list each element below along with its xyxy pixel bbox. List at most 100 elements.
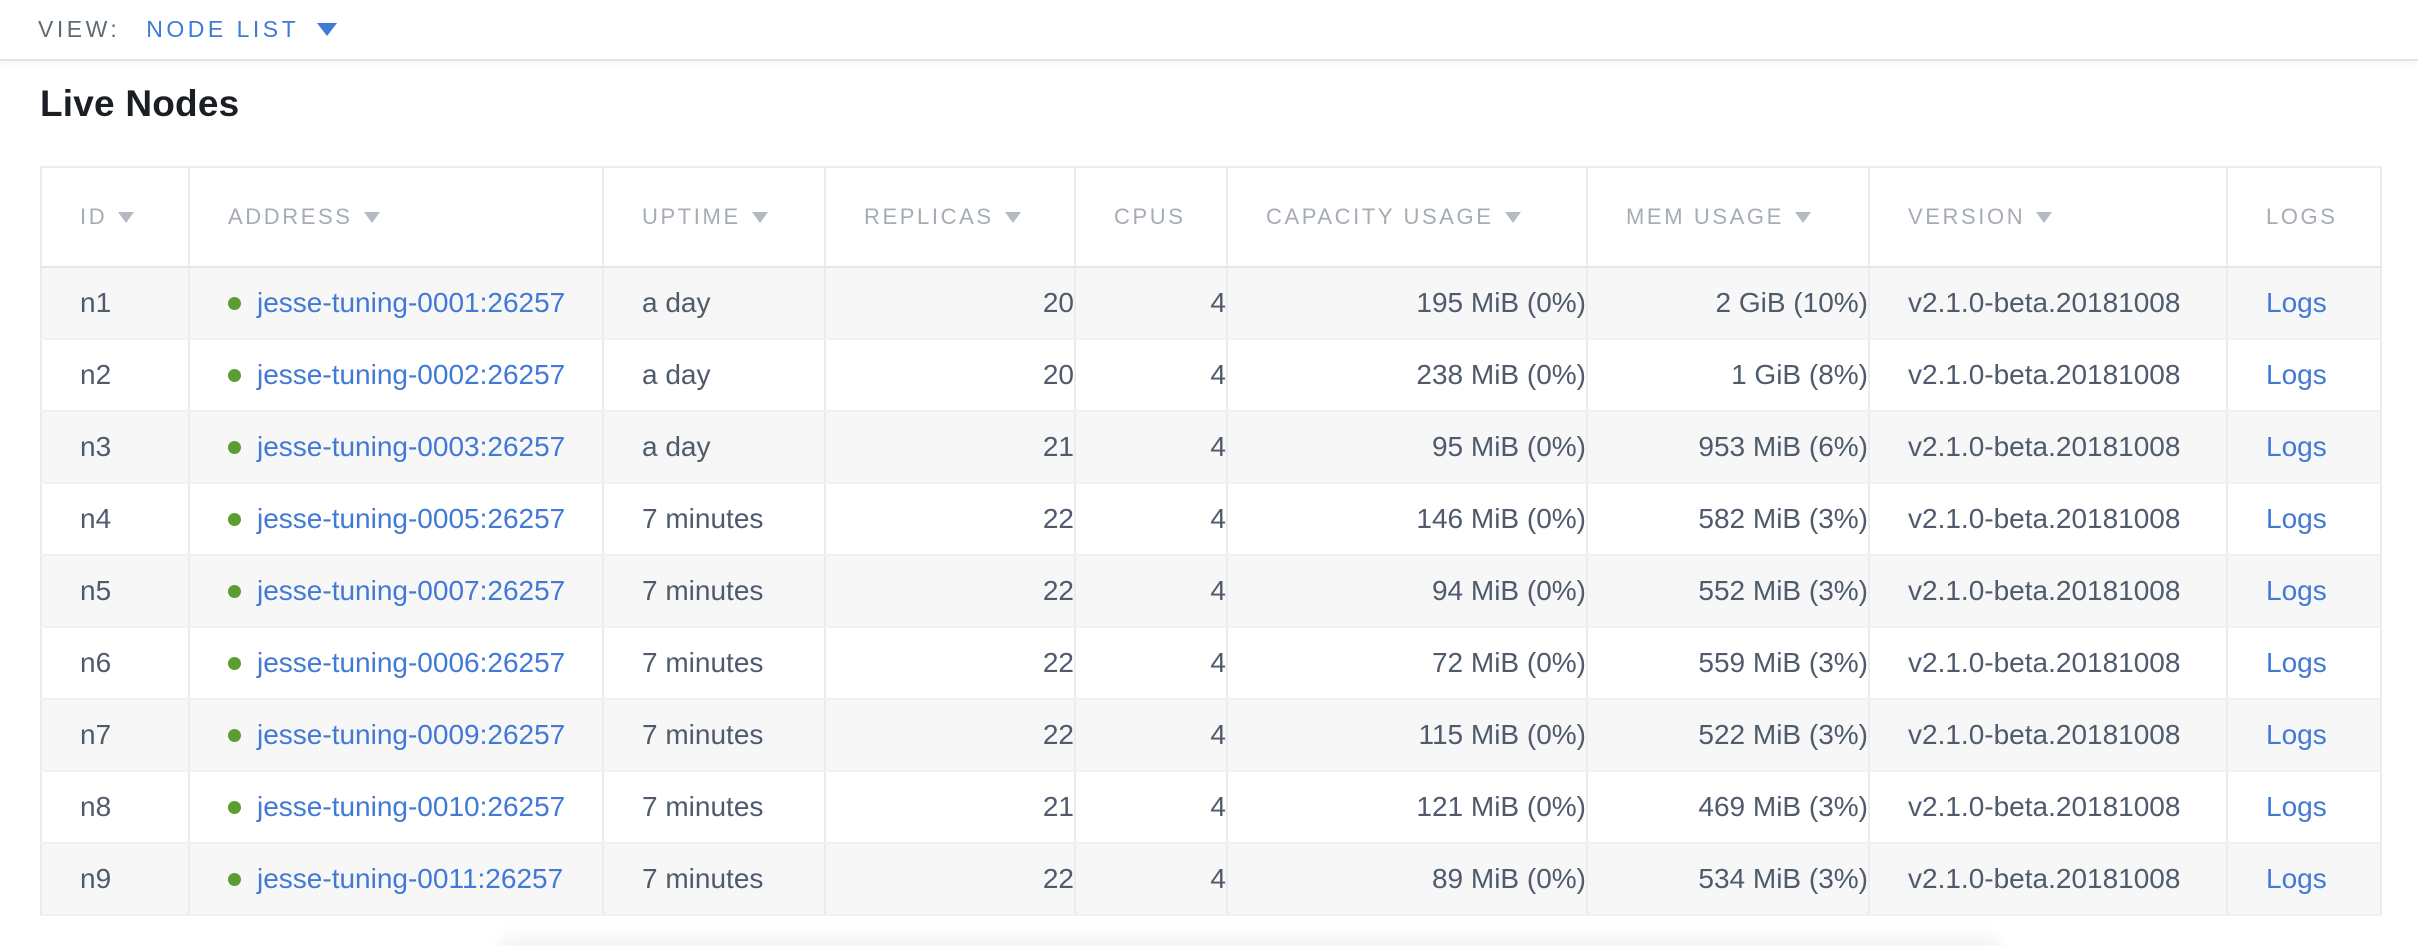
logs-cell: Logs [2226, 482, 2382, 556]
address-link[interactable]: jesse-tuning-0009:26257 [257, 719, 566, 750]
version-cell: v2.1.0-beta.20181008 [1868, 626, 2228, 700]
node-id-cell: n5 [40, 554, 190, 628]
replicas-cell: 22 [824, 842, 1076, 916]
address-link[interactable]: jesse-tuning-0005:26257 [257, 503, 566, 534]
node-id-cell: n3 [40, 410, 190, 484]
sort-desc-icon [1504, 212, 1521, 223]
view-selector-dropdown[interactable]: NODE LIST [146, 16, 338, 43]
column-header-cpus: CPUS [1074, 166, 1228, 268]
capacity-usage-cell: 121 MiB (0%) [1226, 770, 1588, 844]
mem-usage-cell: 582 MiB (3%) [1586, 482, 1870, 556]
version-cell: v2.1.0-beta.20181008 [1868, 266, 2228, 340]
column-header-uptime[interactable]: UPTIME [602, 166, 826, 268]
address-cell: jesse-tuning-0007:26257 [188, 554, 604, 628]
address-cell: jesse-tuning-0002:26257 [188, 338, 604, 412]
table-row: n1 jesse-tuning-0001:26257 a day 20 4 19… [40, 266, 2382, 340]
logs-link[interactable]: Logs [2266, 503, 2327, 534]
column-label: UPTIME [642, 204, 741, 229]
address-link[interactable]: jesse-tuning-0010:26257 [257, 791, 566, 822]
logs-link[interactable]: Logs [2266, 647, 2327, 678]
column-label: REPLICAS [864, 204, 994, 229]
logs-cell: Logs [2226, 338, 2382, 412]
cpus-cell: 4 [1074, 698, 1228, 772]
address-link[interactable]: jesse-tuning-0001:26257 [257, 287, 566, 318]
column-label: ID [80, 204, 108, 229]
uptime-cell: 7 minutes [602, 626, 826, 700]
node-id-cell: n9 [40, 842, 190, 916]
sort-desc-icon [1794, 212, 1811, 223]
address-link[interactable]: jesse-tuning-0003:26257 [257, 431, 566, 462]
replicas-cell: 21 [824, 410, 1076, 484]
column-header-replicas[interactable]: REPLICAS [824, 166, 1076, 268]
mem-usage-cell: 1 GiB (8%) [1586, 338, 1870, 412]
mem-usage-cell: 953 MiB (6%) [1586, 410, 1870, 484]
version-cell: v2.1.0-beta.20181008 [1868, 338, 2228, 412]
address-link[interactable]: jesse-tuning-0002:26257 [257, 359, 566, 390]
sort-desc-icon [751, 212, 768, 223]
cpus-cell: 4 [1074, 554, 1228, 628]
version-cell: v2.1.0-beta.20181008 [1868, 410, 2228, 484]
address-link[interactable]: jesse-tuning-0011:26257 [257, 863, 564, 894]
replicas-cell: 22 [824, 626, 1076, 700]
node-id-cell: n4 [40, 482, 190, 556]
capacity-usage-cell: 72 MiB (0%) [1226, 626, 1588, 700]
table-body: n1 jesse-tuning-0001:26257 a day 20 4 19… [40, 266, 2382, 916]
table-header-row: ID ADDRESS UPTIME REPLICAS CPUS CAPACITY… [40, 166, 2382, 268]
logs-link[interactable]: Logs [2266, 863, 2327, 894]
chevron-down-icon [317, 23, 338, 36]
logs-link[interactable]: Logs [2266, 431, 2327, 462]
mem-usage-cell: 552 MiB (3%) [1586, 554, 1870, 628]
cpus-cell: 4 [1074, 266, 1228, 340]
sort-desc-icon [363, 212, 380, 223]
uptime-cell: a day [602, 338, 826, 412]
address-cell: jesse-tuning-0010:26257 [188, 770, 604, 844]
uptime-cell: 7 minutes [602, 842, 826, 916]
cpus-cell: 4 [1074, 482, 1228, 556]
node-live-status-icon [228, 585, 241, 598]
table-row: n9 jesse-tuning-0011:26257 7 minutes 22 … [40, 842, 2382, 916]
view-selector-value: NODE LIST [146, 16, 300, 42]
column-header-id[interactable]: ID [40, 166, 190, 268]
node-live-status-icon [228, 513, 241, 526]
node-live-status-icon [228, 297, 241, 310]
cpus-cell: 4 [1074, 410, 1228, 484]
logs-link[interactable]: Logs [2266, 359, 2327, 390]
table-row: n8 jesse-tuning-0010:26257 7 minutes 21 … [40, 770, 2382, 844]
replicas-cell: 21 [824, 770, 1076, 844]
node-id-cell: n8 [40, 770, 190, 844]
uptime-cell: 7 minutes [602, 698, 826, 772]
column-label: MEM USAGE [1626, 204, 1784, 229]
address-cell: jesse-tuning-0005:26257 [188, 482, 604, 556]
logs-cell: Logs [2226, 698, 2382, 772]
cpus-cell: 4 [1074, 338, 1228, 412]
uptime-cell: 7 minutes [602, 554, 826, 628]
column-header-capacity-usage[interactable]: CAPACITY USAGE [1226, 166, 1588, 268]
replicas-cell: 22 [824, 698, 1076, 772]
capacity-usage-cell: 238 MiB (0%) [1226, 338, 1588, 412]
uptime-cell: 7 minutes [602, 770, 826, 844]
cpus-cell: 4 [1074, 626, 1228, 700]
uptime-cell: 7 minutes [602, 482, 826, 556]
logs-cell: Logs [2226, 266, 2382, 340]
logs-cell: Logs [2226, 626, 2382, 700]
address-cell: jesse-tuning-0011:26257 [188, 842, 604, 916]
node-live-status-icon [228, 801, 241, 814]
table-row: n6 jesse-tuning-0006:26257 7 minutes 22 … [40, 626, 2382, 700]
replicas-cell: 20 [824, 266, 1076, 340]
replicas-cell: 22 [824, 554, 1076, 628]
column-header-address[interactable]: ADDRESS [188, 166, 604, 268]
address-link[interactable]: jesse-tuning-0007:26257 [257, 575, 566, 606]
logs-link[interactable]: Logs [2266, 287, 2327, 318]
column-label: ADDRESS [228, 204, 353, 229]
table-row: n7 jesse-tuning-0009:26257 7 minutes 22 … [40, 698, 2382, 772]
logs-link[interactable]: Logs [2266, 719, 2327, 750]
node-live-status-icon [228, 729, 241, 742]
column-label: LOGS [2266, 204, 2338, 229]
column-header-version[interactable]: VERSION [1868, 166, 2228, 268]
column-header-mem-usage[interactable]: MEM USAGE [1586, 166, 1870, 268]
address-link[interactable]: jesse-tuning-0006:26257 [257, 647, 566, 678]
column-label: CAPACITY USAGE [1266, 204, 1494, 229]
logs-link[interactable]: Logs [2266, 791, 2327, 822]
node-id-cell: n7 [40, 698, 190, 772]
logs-link[interactable]: Logs [2266, 575, 2327, 606]
